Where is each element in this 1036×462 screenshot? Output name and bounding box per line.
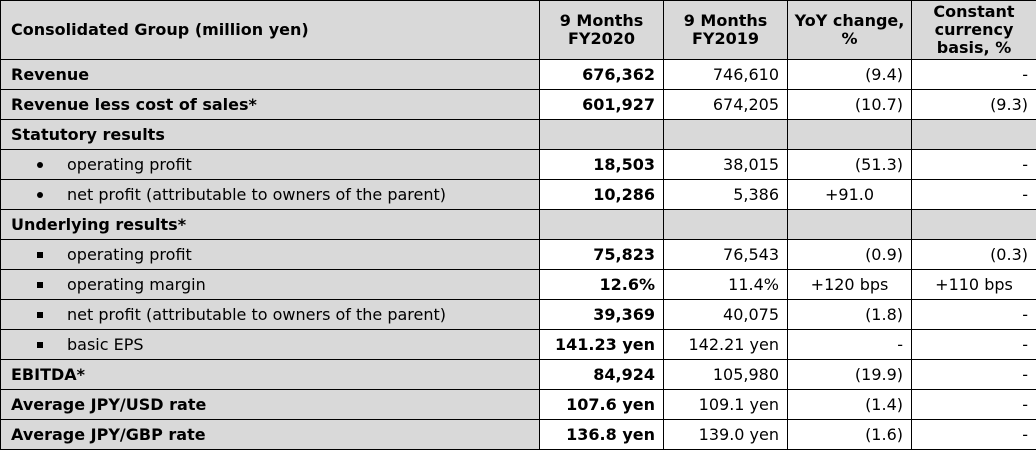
- cell-constant-currency: -: [911, 59, 1036, 90]
- cell-fy2020: 39,369: [539, 299, 664, 330]
- cell-fy2019: 5,386: [663, 179, 788, 210]
- cell-constant-currency: -: [911, 299, 1036, 330]
- cell-fy2020: 601,927: [539, 89, 664, 120]
- cell-fy2020: 84,924: [539, 359, 664, 390]
- cell-fy2020: 107.6 yen: [539, 389, 664, 420]
- table-row: EBITDA* 84,924 105,980 (19.9) -: [0, 359, 1036, 390]
- cell-constant-currency: (9.3): [911, 89, 1036, 120]
- empty-cell: [663, 209, 788, 240]
- cell-fy2020: 75,823: [539, 239, 664, 270]
- cell-constant-currency: -: [911, 389, 1036, 420]
- cell-yoy: (1.4): [787, 389, 912, 420]
- cell-fy2019: 38,015: [663, 149, 788, 180]
- cell-constant-currency: -: [911, 179, 1036, 210]
- row-label: Average JPY/GBP rate: [0, 419, 540, 450]
- row-label: basic EPS: [67, 335, 144, 354]
- empty-cell: [911, 209, 1036, 240]
- header-row: Consolidated Group (million yen) 9 Month…: [0, 0, 1036, 60]
- row-label: Average JPY/USD rate: [0, 389, 540, 420]
- cell-constant-currency: -: [911, 359, 1036, 390]
- table-row: Average JPY/USD rate 107.6 yen 109.1 yen…: [0, 389, 1036, 420]
- table-row: Average JPY/GBP rate 136.8 yen 139.0 yen…: [0, 419, 1036, 450]
- cell-fy2020: 676,362: [539, 59, 664, 90]
- row-label: Revenue: [0, 59, 540, 90]
- cell-fy2019: 139.0 yen: [663, 419, 788, 450]
- section-label: Statutory results: [0, 119, 540, 150]
- row-label-cell: net profit (attributable to owners of th…: [0, 299, 540, 330]
- section-header-row: Statutory results: [0, 119, 1036, 150]
- cell-yoy: (10.7): [787, 89, 912, 120]
- section-label: Underlying results*: [0, 209, 540, 240]
- cell-fy2019: 746,610: [663, 59, 788, 90]
- cell-yoy: (1.8): [787, 299, 912, 330]
- cell-fy2019: 674,205: [663, 89, 788, 120]
- empty-cell: [663, 119, 788, 150]
- cell-fy2020: 12.6%: [539, 269, 664, 300]
- cell-constant-currency: -: [911, 149, 1036, 180]
- header-constant-currency: Constant currency basis, %: [911, 0, 1036, 60]
- bullet-square-icon: [11, 275, 67, 294]
- cell-fy2020: 18,503: [539, 149, 664, 180]
- cell-fy2019: 76,543: [663, 239, 788, 270]
- cell-yoy: (51.3): [787, 149, 912, 180]
- cell-constant-currency: +110 bps: [911, 269, 1036, 300]
- cell-yoy: +120 bps: [787, 269, 912, 300]
- empty-cell: [539, 209, 664, 240]
- empty-cell: [539, 119, 664, 150]
- row-label-cell: operating profit: [0, 149, 540, 180]
- cell-fy2020: 136.8 yen: [539, 419, 664, 450]
- cell-constant-currency: (0.3): [911, 239, 1036, 270]
- cell-fy2020: 141.23 yen: [539, 329, 664, 360]
- bullet-dot-icon: [11, 155, 67, 174]
- row-label-cell: operating margin: [0, 269, 540, 300]
- row-label: net profit (attributable to owners of th…: [67, 305, 447, 324]
- bullet-square-icon: [11, 305, 67, 324]
- header-yoy: YoY change, %: [787, 0, 912, 60]
- cell-fy2019: 105,980: [663, 359, 788, 390]
- cell-yoy: (9.4): [787, 59, 912, 90]
- cell-fy2019: 40,075: [663, 299, 788, 330]
- row-label-cell: basic EPS: [0, 329, 540, 360]
- empty-cell: [787, 119, 912, 150]
- cell-constant-currency: -: [911, 329, 1036, 360]
- cell-yoy: +91.0: [787, 179, 912, 210]
- row-label: operating profit: [67, 155, 192, 174]
- bullet-square-icon: [11, 335, 67, 354]
- empty-cell: [911, 119, 1036, 150]
- table-row: Revenue less cost of sales* 601,927 674,…: [0, 89, 1036, 120]
- row-label-cell: net profit (attributable to owners of th…: [0, 179, 540, 210]
- table-row: net profit (attributable to owners of th…: [0, 299, 1036, 330]
- cell-fy2019: 109.1 yen: [663, 389, 788, 420]
- row-label: Revenue less cost of sales*: [0, 89, 540, 120]
- table-row: operating margin 12.6% 11.4% +120 bps +1…: [0, 269, 1036, 300]
- bullet-square-icon: [11, 245, 67, 264]
- table-row: operating profit 18,503 38,015 (51.3) -: [0, 149, 1036, 180]
- row-label: net profit (attributable to owners of th…: [67, 185, 447, 204]
- row-label: operating profit: [67, 245, 192, 264]
- header-label: Consolidated Group (million yen): [0, 0, 540, 60]
- table-row: operating profit 75,823 76,543 (0.9) (0.…: [0, 239, 1036, 270]
- cell-fy2019: 11.4%: [663, 269, 788, 300]
- table-row: basic EPS 141.23 yen 142.21 yen - -: [0, 329, 1036, 360]
- row-label: operating margin: [67, 275, 206, 294]
- financial-results-table: Consolidated Group (million yen) 9 Month…: [0, 0, 1036, 450]
- cell-yoy: (19.9): [787, 359, 912, 390]
- cell-constant-currency: -: [911, 419, 1036, 450]
- header-fy2019: 9 Months FY2019: [663, 0, 788, 60]
- table-row: net profit (attributable to owners of th…: [0, 179, 1036, 210]
- empty-cell: [787, 209, 912, 240]
- row-label-cell: operating profit: [0, 239, 540, 270]
- cell-yoy: -: [787, 329, 912, 360]
- bullet-dot-icon: [11, 185, 67, 204]
- cell-yoy: (1.6): [787, 419, 912, 450]
- row-label: EBITDA*: [0, 359, 540, 390]
- header-fy2020: 9 Months FY2020: [539, 0, 664, 60]
- section-header-row: Underlying results*: [0, 209, 1036, 240]
- cell-fy2019: 142.21 yen: [663, 329, 788, 360]
- table-row: Revenue 676,362 746,610 (9.4) -: [0, 59, 1036, 90]
- cell-fy2020: 10,286: [539, 179, 664, 210]
- cell-yoy: (0.9): [787, 239, 912, 270]
